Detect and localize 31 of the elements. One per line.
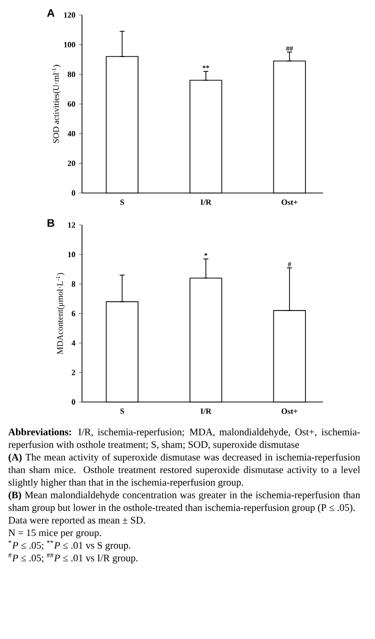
chart-title: A — [47, 9, 55, 17]
y-tick-label: 60 — [68, 101, 76, 107]
y-tick-label: 8 — [72, 281, 76, 287]
text: (A) The mean activity of superoxide dismutase was decreased in ischemia-reperfusion than sham mice. Osthole treatment restored superoxide dismutase activity to a level slightly higher than that in the ischemia-reperfusion group. — [8, 453, 360, 488]
x-tick-label: I/R — [200, 408, 212, 414]
y-tick-label: 0 — [72, 399, 76, 405]
y-axis-title: SOD activities(U·ml$^{-1}$) — [52, 64, 61, 143]
y-tick-label: 20 — [68, 160, 76, 166]
x-tick-label: Ost+ — [282, 200, 298, 205]
y-tick-label: 100 — [64, 42, 76, 48]
text: Abbreviations: I/R, ischemia-reperfusion; MDA, malondialdehyde, Ost+, ischemia-reperfusion with osthole treatment; S, sham; SOD, superoxide dismutase — [8, 428, 360, 450]
y-axis-title: MDAcontent(μmol·L$^{-1}$) — [56, 272, 65, 354]
x-tick-label: S — [120, 408, 124, 414]
text: $^{#}$P ≤ .05; $^{##}$P ≤ .01 vs I/R group. — [8, 553, 138, 564]
text: (B) Mean malondialdehyde concentration was greater in the ischemia-reperfusion than sham group but lower in the osthole-treated than ischemia-reperfusion group (P ≤ .05). — [8, 491, 360, 514]
y-tick-label: 120 — [64, 12, 76, 18]
y-tick-label: 2 — [72, 370, 76, 376]
text: $^{*}$P ≤ .05; $^{**}$P ≤ .01 vs S group. — [8, 540, 130, 551]
x-tick-label: Ost+ — [282, 408, 298, 414]
y-tick-label: 4 — [72, 340, 76, 346]
chart-title: B — [48, 219, 54, 227]
y-tick-label: 10 — [68, 252, 76, 258]
text: Data were reported as mean ± SD. — [8, 516, 145, 526]
x-tick-label: I/R — [200, 200, 212, 205]
y-tick-label: 12 — [68, 222, 76, 228]
x-tick-label: S — [120, 200, 124, 205]
y-tick-label: 6 — [72, 310, 76, 316]
y-tick-label: 80 — [68, 72, 76, 78]
y-tick-label: 0 — [72, 190, 76, 196]
y-tick-label: 40 — [68, 130, 76, 136]
text: N = 15 mice per group. — [8, 529, 101, 538]
